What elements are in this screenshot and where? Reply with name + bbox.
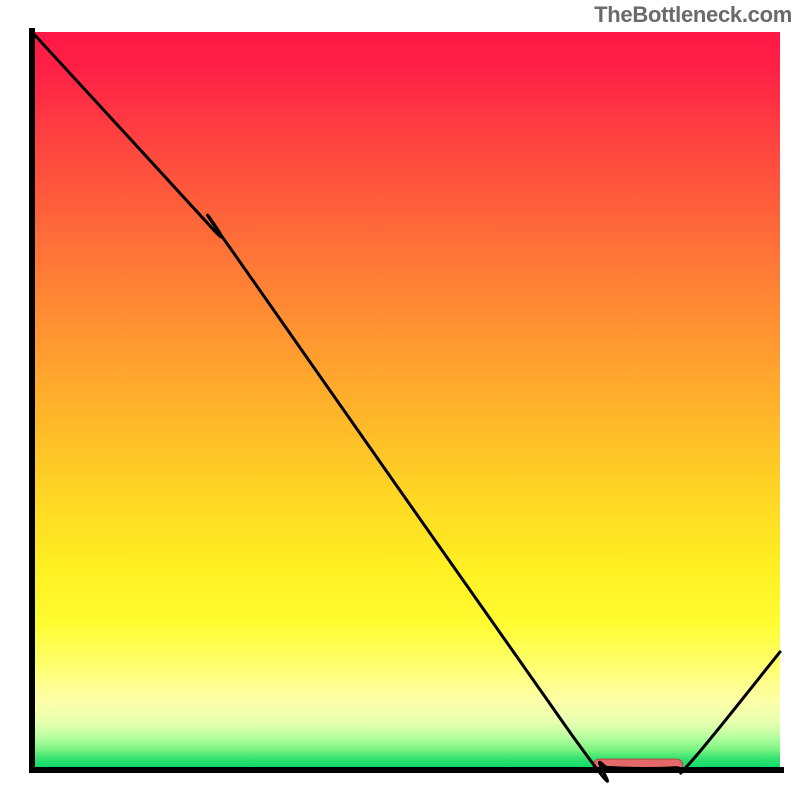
plot-background [32, 32, 780, 770]
chart-container: { "attribution": "TheBottleneck.com", "c… [0, 0, 800, 800]
bottleneck-chart [0, 0, 800, 800]
